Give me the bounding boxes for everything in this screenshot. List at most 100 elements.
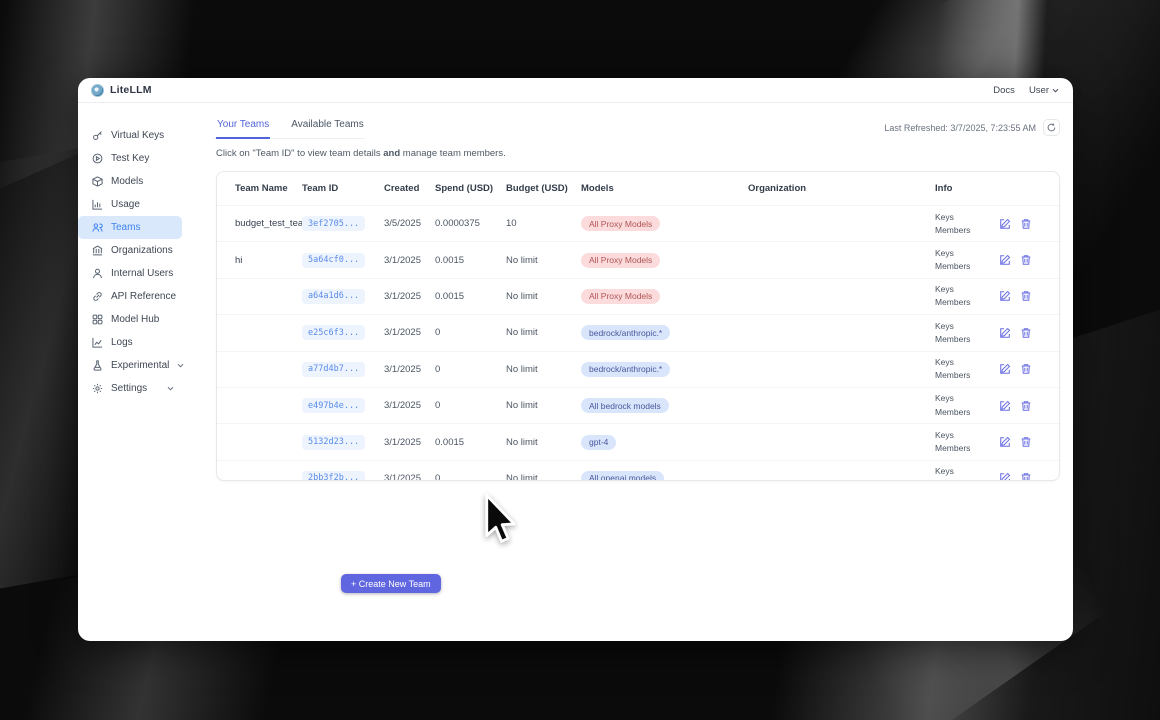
members-link[interactable]: Members [935,443,971,454]
sidebar-item-settings[interactable]: Settings [78,377,182,400]
edit-team-button[interactable] [999,472,1011,480]
col-header-created: Created [384,183,420,194]
sidebar-item-models[interactable]: Models [78,170,182,193]
keys-link[interactable]: Keys [935,284,954,295]
team-id-link[interactable]: e497b4e... [302,398,366,414]
teams-table-card: Team Name Team ID Created Spend (USD) Bu… [216,171,1060,481]
cell-info: Keys Members [935,283,987,309]
col-header-organization: Organization [748,183,807,194]
cell-spend: 0 [435,400,441,412]
keys-link[interactable]: Keys [935,466,954,477]
table-row: a64a1d6... 3/1/2025 0.0015 No limit All … [217,277,1059,314]
cell-team-name: budget_test_team [235,218,312,230]
cell-spend: 0 [435,363,441,375]
members-link[interactable]: Members [935,370,971,381]
edit-team-button[interactable] [999,436,1011,448]
team-id-link[interactable]: a77d4b7... [302,361,366,377]
edit-team-button[interactable] [999,400,1011,412]
col-header-budget: Budget (USD) [506,183,568,194]
members-link[interactable]: Members [935,406,971,417]
brand[interactable]: LiteLLM [91,83,152,97]
sidebar-item-virtual-keys[interactable]: Virtual Keys [78,124,182,147]
table-row: e25c6f3... 3/1/2025 0 No limit bedrock/a… [217,314,1059,350]
cell-info: Keys Members [935,320,987,346]
sidebar-item-teams[interactable]: Teams [78,216,182,239]
tab-your-teams[interactable]: Your Teams [216,117,271,139]
keys-link[interactable]: Keys [935,429,954,440]
team-id-link[interactable]: 2bb3f2b... [302,470,366,480]
edit-team-button[interactable] [999,327,1011,339]
keys-link[interactable]: Keys [935,320,954,331]
delete-team-button[interactable] [1020,363,1032,375]
delete-team-button[interactable] [1020,218,1032,230]
team-id-link[interactable]: 5132d23... [302,434,366,450]
tab-list: Your Teams Available Teams [213,117,365,139]
team-id-link[interactable]: 5a64cf0... [302,252,366,268]
delete-team-button[interactable] [1020,472,1032,480]
members-link[interactable]: Members [935,297,971,308]
model-badge: All Proxy Models [581,288,661,304]
sidebar-item-usage[interactable]: Usage [78,193,182,216]
team-id-link[interactable]: 3ef2705... [302,216,366,232]
edit-team-button[interactable] [999,290,1011,302]
cell-spend: 0 [435,472,441,481]
cell-info: Keys Members [935,247,987,273]
delete-team-button[interactable] [1020,436,1032,448]
members-link[interactable]: Members [935,261,971,272]
cell-spend: 0.0000375 [435,218,480,230]
model-badge: bedrock/anthropic.* [581,361,671,377]
sidebar-item-experimental[interactable]: Experimental [78,354,184,377]
members-link[interactable]: Members [935,224,971,235]
table-row: hi 5a64cf0... 3/1/2025 0.0015 No limit A… [217,241,1059,277]
edit-team-button[interactable] [999,254,1011,266]
delete-team-button[interactable] [1020,254,1032,266]
table-body: budget_test_team 3ef2705... 3/5/2025 0.0… [217,205,1059,481]
cell-spend: 0.0015 [435,254,465,266]
user-menu[interactable]: User [1029,85,1059,96]
keys-link[interactable]: Keys [935,393,954,404]
delete-team-button[interactable] [1020,327,1032,339]
members-link[interactable]: Members [935,478,987,480]
col-header-models: Models [581,183,614,194]
cell-budget: No limit [506,254,538,266]
cell-spend: 0.0015 [435,290,465,302]
line-chart-icon [92,337,103,348]
team-id-link[interactable]: a64a1d6... [302,288,366,304]
cell-info: Keys Members [935,211,987,237]
link-icon [92,291,103,302]
tab-available-teams[interactable]: Available Teams [291,119,364,130]
cell-budget: No limit [506,472,538,481]
teams-icon [92,222,103,233]
refresh-button[interactable] [1043,119,1060,136]
edit-team-button[interactable] [999,363,1011,375]
sidebar-item-api-reference[interactable]: API Reference [78,285,182,308]
delete-team-button[interactable] [1020,290,1032,302]
col-header-spend: Spend (USD) [435,183,494,194]
user-menu-label: User [1028,84,1049,96]
sidebar-item-test-key[interactable]: Test Key [78,147,182,170]
sidebar-item-model-hub[interactable]: Model Hub [78,308,182,331]
sidebar-item-organizations[interactable]: Organizations [78,239,182,262]
table-header-row: Team Name Team ID Created Spend (USD) Bu… [217,172,1059,205]
create-new-team-button[interactable]: + Create New Team [341,574,441,593]
sidebar-item-logs[interactable]: Logs [78,331,182,354]
cell-created: 3/1/2025 [384,290,421,302]
bar-chart-icon [92,199,103,210]
docs-link[interactable]: Docs [993,84,1015,96]
members-link[interactable]: Members [935,333,971,344]
sidebar-item-internal-users[interactable]: Internal Users [78,262,182,285]
cube-icon [92,176,103,187]
team-id-link[interactable]: e25c6f3... [302,325,366,341]
model-badge: bedrock/anthropic.* [581,325,671,341]
keys-link[interactable]: Keys [935,247,954,258]
delete-team-button[interactable] [1020,400,1032,412]
edit-team-button[interactable] [999,218,1011,230]
col-header-info: Info [935,183,953,194]
cell-created: 3/1/2025 [384,472,421,481]
model-badge: All bedrock models [581,398,669,414]
keys-link[interactable]: Keys [935,357,954,368]
keys-link[interactable]: Keys [935,211,954,222]
cell-spend: 0.0015 [435,436,465,448]
cell-budget: No limit [506,290,538,302]
model-badge: All openai models [581,470,665,480]
